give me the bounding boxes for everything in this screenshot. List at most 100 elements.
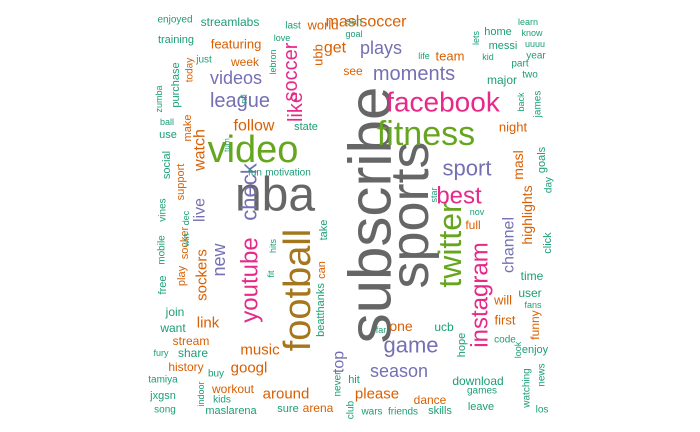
word-world: world [306,18,338,33]
word-ucb: ucb [434,320,454,334]
word-like: like [285,92,307,122]
word-turn: turn [223,138,232,152]
word-major: major [487,73,517,87]
word-star: star [429,187,439,202]
word-link: link [197,315,220,332]
word-lebron: lebron [268,49,278,74]
word-enjoyed: enjoyed [157,15,192,26]
word-live: live [192,198,209,222]
word-workout: workout [211,382,255,396]
word-social: social [161,151,173,179]
word-leave: leave [468,401,494,413]
word-state: state [294,121,318,133]
word-socker: socker [179,226,191,259]
word-share: share [178,346,208,360]
word-home: home [484,26,512,38]
word-one: one [389,318,413,334]
word-zumba: zumba [154,85,164,112]
word-stream: stream [173,334,210,348]
word-messi: messi [489,40,518,52]
word-know: know [521,28,543,38]
word-football: football [277,229,319,352]
word-history: history [168,360,203,374]
word-ubb: ubb [311,44,326,66]
word-hit: hit [348,374,360,386]
word-goals: goals [536,146,548,173]
word-nfl: nfl [239,94,249,104]
word-first: first [495,313,516,328]
word-plays: plays [360,38,402,58]
word-support: support [175,164,187,201]
word-part: part [511,59,528,70]
word-twitter: twitter [432,202,468,288]
word-masl: masl [510,150,526,180]
word-highlights: highlights [519,185,535,244]
word-friends: friends [388,407,418,418]
word-dec: dec [181,210,191,225]
word-fun: fun [248,168,262,179]
word-time: time [521,269,544,283]
word-vines: vines [158,198,169,221]
word-sockers: sockers [194,249,211,301]
word-motivation: motivation [265,168,311,179]
word-top: top [331,351,348,373]
word-best: best [436,183,482,210]
word-arena: arena [303,401,334,415]
word-fury: fury [153,348,169,358]
word-user: user [518,286,541,300]
word-lets: lets [471,31,481,46]
word-just: just [195,55,212,66]
word-day: day [544,177,555,193]
word-san: san [346,17,362,28]
word-kid: kid [482,52,494,62]
word-join: join [165,305,185,319]
word-follow: follow [234,118,275,135]
word-hits: hits [268,239,278,254]
word-last: last [285,21,301,32]
word-code: code [494,335,516,346]
word-dance: dance [414,393,447,407]
word-facebook: facebook [386,87,501,118]
word-night: night [499,120,528,135]
word-will: will [493,293,512,308]
word-fit: fit [266,270,276,278]
word-uuuu: uuuu [525,39,545,49]
word-kids: kids [213,395,231,406]
word-watching: watching [522,368,533,408]
word-funny: funny [528,310,542,339]
word-love: love [274,33,291,43]
word-maslsoccer: maslsoccer [326,14,408,31]
word-youtube: youtube [237,237,264,322]
word-want: want [159,321,186,335]
word-check: check [237,162,262,220]
word-song: song [154,405,176,416]
word-win: win [181,233,191,248]
word-club: club [346,400,357,419]
word-league: league [210,90,270,112]
word-week: week [230,55,260,69]
word-sports: sports [380,141,440,288]
word-please: please [355,386,399,403]
word-around: around [263,386,310,403]
word-soccer: soccer [280,42,302,101]
word-goal: goal [345,29,362,39]
word-news: news [537,363,548,386]
word-wars: wars [360,407,382,418]
word-game: game [383,333,438,358]
word-los: los [536,405,549,416]
word-full: full [465,218,480,232]
word-back: back [516,92,526,112]
word-ball: ball [160,117,174,127]
word-instagram: instagram [467,242,494,347]
word-sure: sure [277,403,298,415]
word-team: team [436,49,465,64]
word-today: today [185,58,196,82]
word-take: take [318,220,330,241]
word-hope: hope [456,333,468,357]
word-look: look [513,341,523,358]
word-sport: sport [443,156,492,181]
word-season: season [370,361,428,381]
word-play: play [176,265,188,286]
word-nba: nba [235,169,315,222]
word-mobile: mobile [157,235,168,265]
